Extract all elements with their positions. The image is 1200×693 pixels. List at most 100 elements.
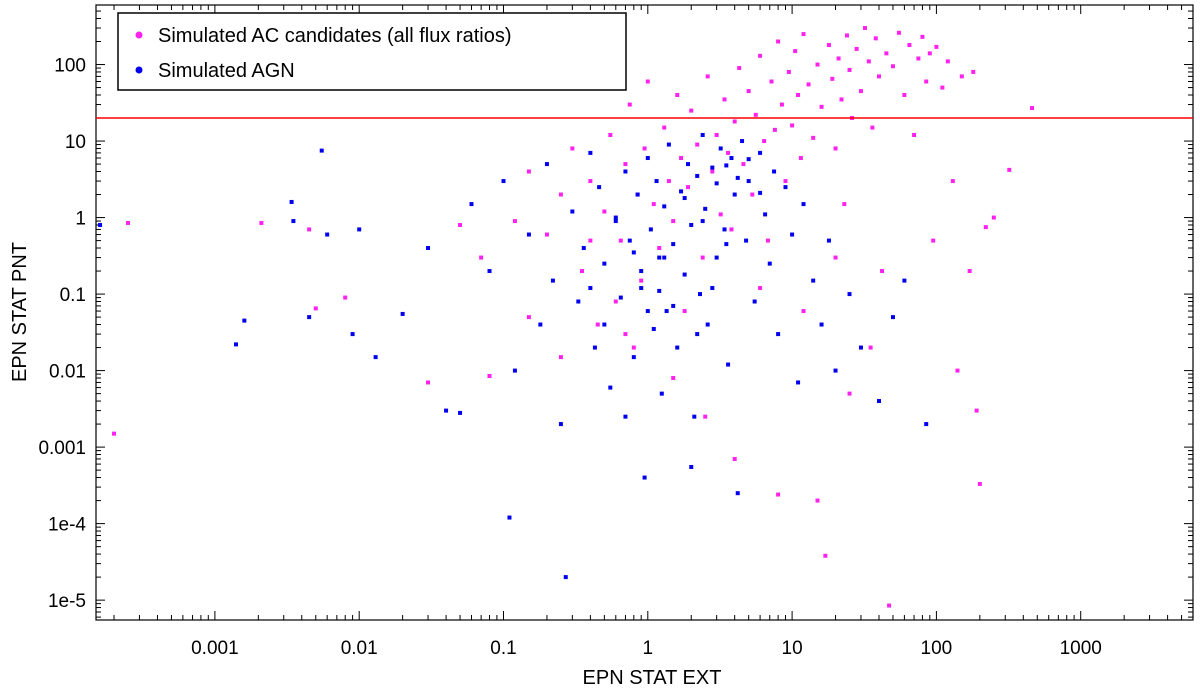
agn-point	[682, 196, 687, 201]
agn-point	[664, 309, 669, 314]
ac-candidate-point	[934, 44, 939, 49]
agn-point	[682, 272, 687, 277]
ac-candidate-point	[847, 391, 852, 396]
ac-candidate-point	[671, 219, 676, 224]
agn-point	[563, 575, 568, 580]
ac-candidate-point	[623, 162, 628, 167]
agn-point	[291, 219, 296, 224]
agn-point	[724, 242, 729, 247]
agn-point	[592, 345, 597, 350]
x-tick-label: 1000	[1060, 638, 1102, 659]
agn-point	[758, 190, 763, 195]
ac-candidate-point	[714, 132, 719, 137]
ac-candidate-point	[618, 238, 623, 243]
ac-candidate-point	[689, 108, 694, 113]
agn-point	[645, 309, 650, 314]
ac-candidate-point	[974, 408, 979, 413]
agn-point	[695, 332, 700, 337]
ac-candidate-point	[866, 59, 871, 64]
agn-point	[581, 246, 586, 251]
ac-candidate-point	[884, 51, 889, 56]
ac-candidate-point	[798, 156, 803, 161]
ac-candidate-point	[758, 53, 763, 58]
y-tick-label: 1	[75, 209, 86, 230]
ac-candidate-point	[971, 69, 976, 74]
ac-candidate-point	[750, 192, 755, 197]
ac-candidate-point	[623, 332, 628, 337]
ac-candidate-point	[844, 33, 849, 38]
ac-candidate-point	[695, 142, 700, 147]
ac-candidate-point	[259, 220, 264, 225]
agn-point	[675, 345, 680, 350]
agn-point	[724, 163, 729, 168]
ac-candidate-point	[703, 414, 708, 419]
ac-candidate-point	[343, 295, 348, 300]
agn-point	[576, 299, 581, 304]
agn-point	[833, 368, 838, 373]
agn-point	[618, 295, 623, 300]
agn-point	[726, 362, 731, 367]
agn-point	[487, 269, 492, 274]
ac-candidate-point	[526, 315, 531, 320]
agn-point	[763, 212, 768, 217]
ac-candidate-point	[790, 123, 795, 128]
legend: Simulated AC candidates (all flux ratios…	[117, 12, 627, 91]
ac-candidate-point	[783, 179, 788, 184]
agn-point	[700, 132, 705, 137]
ac-candidate-point	[902, 92, 907, 97]
ticks-layer: 0.001 0.01 0.1 1 10 100 1000 1e-5 1e-4 0.001 0.01 0…	[38, 4, 1194, 659]
ac-candidate-point	[826, 43, 831, 48]
x-tick-label: 0.01	[341, 638, 378, 659]
legend-box	[117, 12, 627, 91]
agn-point	[654, 179, 659, 184]
ac-candidate-point	[896, 30, 901, 35]
agn-point	[703, 206, 708, 211]
ac-candidate-point	[815, 498, 820, 503]
legend-marker-ac-candidates	[135, 31, 143, 39]
ac-candidate-point	[870, 125, 875, 130]
agn-point	[662, 204, 667, 209]
x-tick-label: 10	[782, 638, 803, 659]
y-tick-label: 0.1	[60, 285, 86, 306]
agn-point	[597, 185, 602, 190]
agn-point	[648, 227, 653, 232]
agn-point	[819, 322, 824, 327]
ac-candidate-point	[639, 278, 644, 283]
ac-candidate-point	[558, 355, 563, 360]
ac-candidate-point	[862, 26, 867, 31]
ac-candidate-point	[823, 553, 828, 558]
agn-point	[695, 173, 700, 178]
agn-point	[507, 515, 512, 520]
ac-candidate-point	[776, 492, 781, 497]
ac-candidate-point	[830, 76, 835, 81]
ac-candidate-point	[779, 102, 784, 107]
agn-point	[692, 414, 697, 419]
ac-candidate-point	[796, 92, 801, 97]
agn-point	[714, 181, 719, 186]
agn-point	[801, 202, 806, 207]
ac-candidate-point	[819, 104, 824, 109]
x-tick-label: 100	[921, 638, 953, 659]
ac-candidate-point	[682, 309, 687, 314]
ac-candidate-point	[880, 269, 885, 274]
agn-point	[444, 408, 449, 413]
ac-candidate-point	[613, 299, 618, 304]
agn-point	[642, 475, 647, 480]
agn-point	[847, 292, 852, 297]
legend-label-ac-candidates: Simulated AC candidates (all flux ratios…	[158, 25, 512, 47]
agn-point	[550, 278, 555, 283]
agn-point	[570, 209, 575, 214]
ac-candidate-point	[890, 64, 895, 69]
legend-marker-agn	[135, 66, 143, 74]
ac-candidate-point	[602, 209, 607, 214]
agn-point	[714, 255, 719, 260]
plot-frame	[95, 4, 1194, 621]
ac-candidate-point	[595, 322, 600, 327]
ac-candidate-point	[671, 376, 676, 381]
ac-candidate-point	[950, 179, 955, 184]
agn-point	[558, 422, 563, 427]
ac-candidate-point	[458, 222, 463, 227]
ac-candidate-point	[912, 132, 917, 137]
